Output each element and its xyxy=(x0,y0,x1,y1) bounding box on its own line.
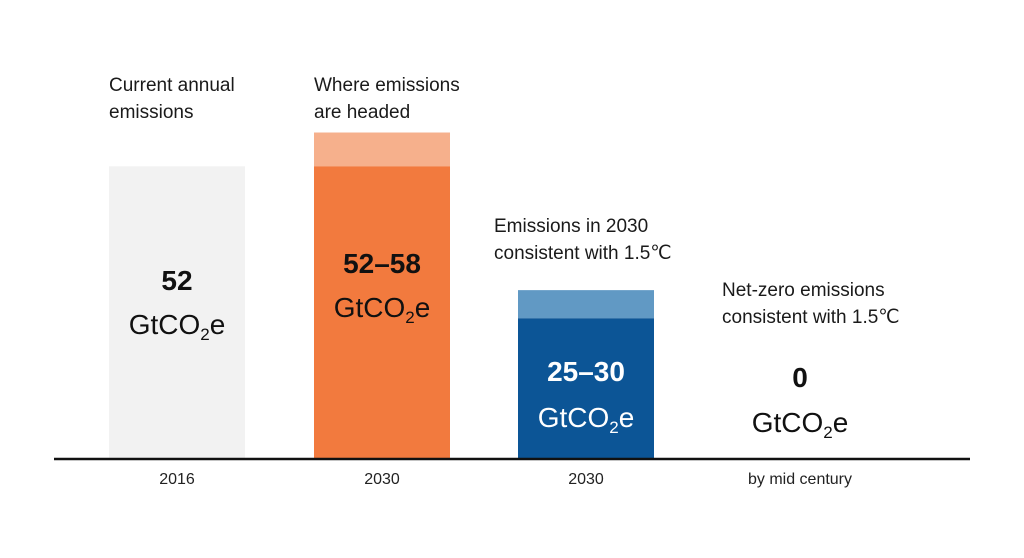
bar-3-heading: Emissions in 2030 consistent with 1.5℃ xyxy=(494,213,672,267)
bar-3-heading-line: Emissions in 2030 xyxy=(494,216,649,237)
unit-subscript: 2 xyxy=(609,418,619,437)
bar-1-heading-line: Current annual xyxy=(109,75,235,96)
bar-3-unit-label: GtCO2e xyxy=(476,402,696,437)
bar-1-heading: Current annual emissions xyxy=(109,72,235,126)
bar-2-heading: Where emissions are headed xyxy=(314,72,460,126)
bar-4-heading: Net-zero emissions consistent with 1.5℃ xyxy=(722,277,900,331)
unit-subscript: 2 xyxy=(200,324,210,344)
bar-4-heading-line: Net-zero emissions xyxy=(722,280,885,301)
bar-2-heading-line: are headed xyxy=(314,102,411,123)
unit-main-text: GtCO xyxy=(128,308,201,340)
bar-2-value-label: 52–58 xyxy=(343,247,421,279)
unit-main-text: GtCO xyxy=(751,407,824,438)
unit-subscript: 2 xyxy=(823,423,833,442)
bar-2-heading-line: Where emissions xyxy=(314,75,460,96)
bar-2-base-segment xyxy=(314,166,450,459)
bar-3-category-label: 2030 xyxy=(568,471,604,488)
unit-tail-text: e xyxy=(832,407,849,438)
bar-3-range-segment xyxy=(518,290,654,319)
bar-3-value-label: 25–30 xyxy=(547,356,625,387)
bars xyxy=(109,132,654,459)
bar-1-value-label: 52 xyxy=(161,264,193,296)
unit-main-text: GtCO xyxy=(333,291,406,323)
unit-tail-text: e xyxy=(414,291,431,323)
bar-4-value-label: 0 xyxy=(792,362,808,393)
bar-4-category-label: by mid century xyxy=(747,471,853,488)
bar-2-category-label: 2030 xyxy=(364,471,400,488)
unit-tail-text: e xyxy=(618,402,635,433)
unit-main-text: GtCO xyxy=(537,402,610,433)
bar-1-heading-line: emissions xyxy=(109,102,194,123)
bar-1-category-label: 2016 xyxy=(159,471,195,488)
unit-tail-text: e xyxy=(209,308,226,340)
bar-1-unit-label: GtCO2e xyxy=(67,308,287,344)
bar-2-unit-label: GtCO2e xyxy=(272,291,492,327)
bar-4-heading-line: consistent with 1.5℃ xyxy=(722,307,900,328)
unit-subscript: 2 xyxy=(405,307,415,327)
bar-4-unit-label: GtCO2e xyxy=(690,407,910,442)
bar-1-base-segment xyxy=(109,166,245,459)
bar-3-heading-line: consistent with 1.5℃ xyxy=(494,243,672,264)
bar-2-range-segment xyxy=(314,132,450,167)
bar-3-base-segment xyxy=(518,318,654,459)
